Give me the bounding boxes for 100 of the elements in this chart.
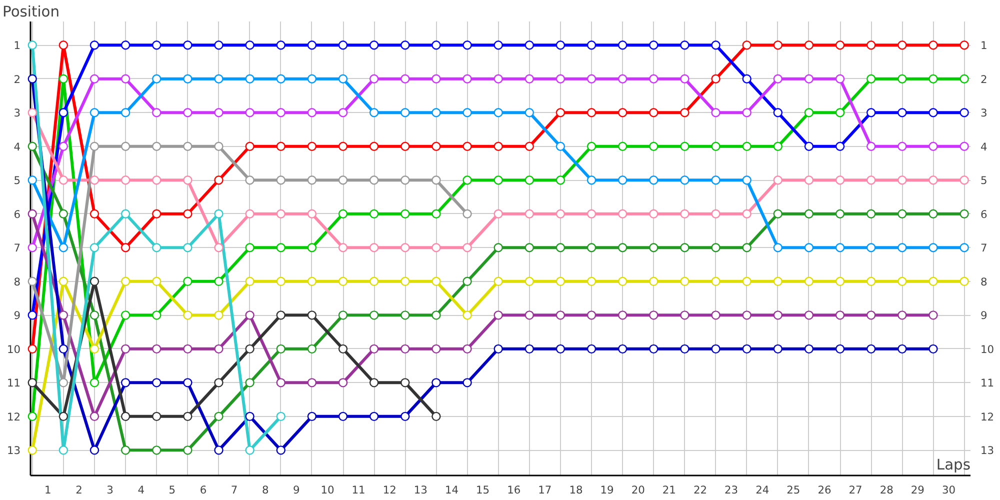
point [804, 142, 814, 151]
point [338, 209, 348, 218]
point [400, 378, 410, 388]
y-tick-label: 11 [6, 376, 21, 390]
y-tick-label: 10 [6, 342, 21, 356]
point [58, 108, 68, 118]
point [307, 142, 317, 151]
point [680, 142, 690, 151]
point [711, 176, 720, 185]
point [432, 176, 441, 185]
point [245, 108, 254, 118]
point [711, 142, 720, 151]
point [494, 108, 503, 118]
point [462, 310, 472, 320]
x-tick-label: 9 [293, 484, 300, 496]
point [245, 142, 254, 151]
y2-tick-label: 8 [980, 275, 988, 288]
point [28, 310, 37, 320]
point [462, 74, 472, 84]
point [183, 310, 192, 320]
point [245, 74, 254, 84]
point [586, 344, 596, 354]
x-tick-label: 19 [600, 484, 614, 496]
point [711, 108, 720, 118]
x-tick-label: 11 [352, 484, 366, 496]
point [586, 243, 596, 252]
point [524, 108, 534, 118]
x-tick-label: 21 [662, 484, 676, 496]
point [183, 142, 192, 151]
x-tick-label: 2 [76, 484, 82, 496]
point [276, 142, 286, 151]
point [400, 40, 410, 50]
point [183, 412, 192, 422]
point [152, 74, 162, 84]
point [586, 209, 596, 218]
point [649, 74, 658, 84]
point [120, 344, 130, 354]
x-tick-label: 23 [724, 484, 738, 496]
point [462, 142, 472, 151]
point [152, 412, 162, 422]
point [556, 108, 566, 118]
point [462, 209, 472, 218]
point [866, 344, 876, 354]
point [835, 243, 845, 252]
y-tick-label: 8 [14, 275, 21, 288]
point [742, 276, 752, 286]
point [183, 446, 192, 455]
point [369, 378, 379, 388]
point [245, 276, 254, 286]
point [90, 74, 100, 84]
point [494, 40, 503, 50]
point [307, 378, 317, 388]
point [773, 176, 783, 185]
point [120, 74, 130, 84]
point [276, 412, 286, 422]
point [649, 40, 658, 50]
point [804, 74, 814, 84]
x-tick-label: 22 [693, 484, 708, 496]
point [649, 243, 658, 252]
point [152, 446, 162, 455]
x-tick-label: 3 [106, 484, 114, 496]
point [245, 310, 254, 320]
point [711, 74, 720, 84]
point [369, 276, 379, 286]
point [524, 74, 534, 84]
point [742, 344, 752, 354]
y-tick-label: 9 [14, 309, 21, 322]
point [152, 209, 162, 218]
point [462, 276, 472, 286]
point [898, 209, 907, 218]
point [432, 142, 441, 151]
point [214, 108, 224, 118]
point [432, 344, 441, 354]
point [245, 40, 254, 50]
point [400, 310, 410, 320]
x-tick-label: 4 [138, 484, 145, 496]
point [338, 243, 348, 252]
point [835, 108, 845, 118]
point [835, 74, 845, 84]
point [214, 344, 224, 354]
point [898, 344, 907, 354]
point [432, 310, 441, 320]
point [804, 108, 814, 118]
point [960, 176, 969, 185]
point [58, 142, 68, 151]
point [400, 412, 410, 422]
point [28, 108, 37, 118]
point [90, 40, 100, 50]
point [524, 243, 534, 252]
point [556, 209, 566, 218]
point [524, 142, 534, 151]
x-tick-label: 27 [848, 484, 862, 496]
point [494, 209, 503, 218]
point [556, 243, 566, 252]
point [586, 74, 596, 84]
point [898, 243, 907, 252]
point [338, 412, 348, 422]
y-tick-label: 4 [14, 140, 21, 154]
point [898, 142, 907, 151]
point [120, 378, 130, 388]
